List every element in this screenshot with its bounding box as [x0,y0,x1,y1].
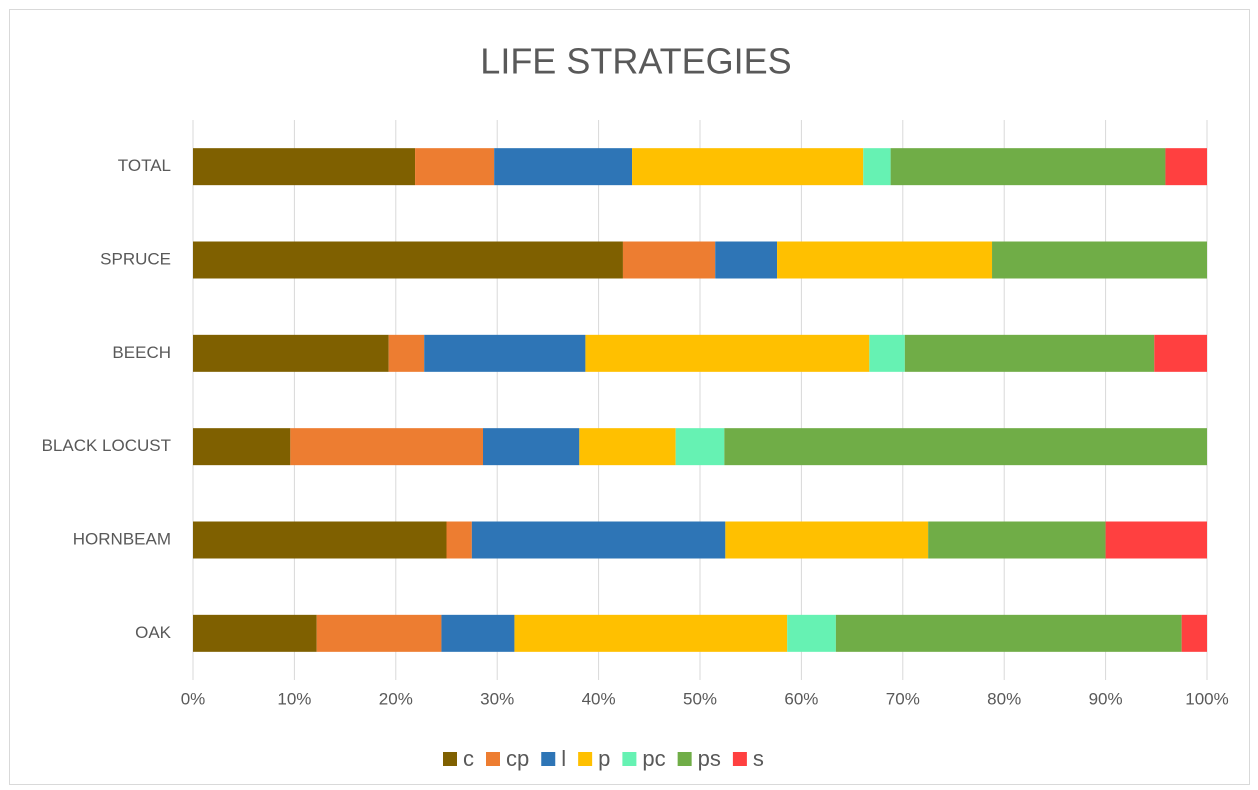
legend-swatch [486,752,500,766]
legend-swatch [677,752,692,766]
bar-segment [675,428,725,466]
bar-segment [193,334,389,372]
bar-segment [579,428,676,466]
legend-label: c [463,746,474,771]
legend-label: s [753,746,764,771]
legend-label: cp [506,746,529,771]
x-tick-label: 60% [784,689,818,708]
x-tick-label: 80% [987,689,1021,708]
bar-segment [869,334,905,372]
y-tick-label: HORNBEAM [73,529,171,548]
bar-segment [441,614,515,652]
chart-frame [9,9,1250,785]
x-tick-label: 30% [480,689,514,708]
bar-segment [193,148,416,186]
bar-segment [316,614,442,652]
legend-swatch [443,752,457,766]
x-tick-label: 100% [1185,689,1228,708]
legend-label: pc [642,746,665,771]
bar-segment [622,241,716,279]
bar-segment [890,148,1166,186]
legend-label: ps [698,746,721,771]
bar-segment [514,614,788,652]
bar-segment [446,521,472,559]
bar-segment [787,614,836,652]
bar-segment [483,428,580,466]
bar-segment [1181,614,1207,652]
x-tick-label: 90% [1089,689,1123,708]
x-tick-label: 70% [886,689,920,708]
y-tick-label: OAK [135,623,172,642]
bar-segment [193,428,291,466]
legend-swatch [541,752,556,766]
bar-segment [494,148,633,186]
bar-segment [1105,521,1207,559]
x-tick-label: 10% [277,689,311,708]
x-tick-label: 50% [683,689,717,708]
x-tick-label: 0% [181,689,206,708]
bar-segment [992,241,1207,279]
bar-segment [928,521,1106,559]
bar-segment [388,334,425,372]
bar-segment [724,428,1207,466]
bar-segment [725,521,929,559]
bar-segment [415,148,495,186]
legend-label: p [598,746,610,771]
y-tick-label: TOTAL [118,156,171,175]
bar-segment [863,148,891,186]
bar-segment [471,521,726,559]
bar-segment [290,428,484,466]
bar-segment [835,614,1182,652]
bar-segment [904,334,1155,372]
legend-swatch [732,752,747,766]
legend-swatch [622,752,637,766]
y-tick-label: SPRUCE [100,249,171,268]
bar-segment [193,614,317,652]
bar-segment [715,241,778,279]
bar-segment [585,334,870,372]
bar-segment [424,334,586,372]
bar-segment [632,148,864,186]
y-tick-label: BEECH [112,343,171,362]
y-tick-label: BLACK LOCUST [42,436,171,455]
legend-label: l [561,746,566,771]
x-tick-label: 40% [582,689,616,708]
bar-segment [193,521,447,559]
chart-title: LIFE STRATEGIES [480,41,791,82]
bar-segment [1154,334,1207,372]
bar-segment [1165,148,1207,186]
legend-swatch [578,752,593,766]
bar-segment [777,241,993,279]
bar-segment [193,241,623,279]
x-tick-label: 20% [379,689,413,708]
